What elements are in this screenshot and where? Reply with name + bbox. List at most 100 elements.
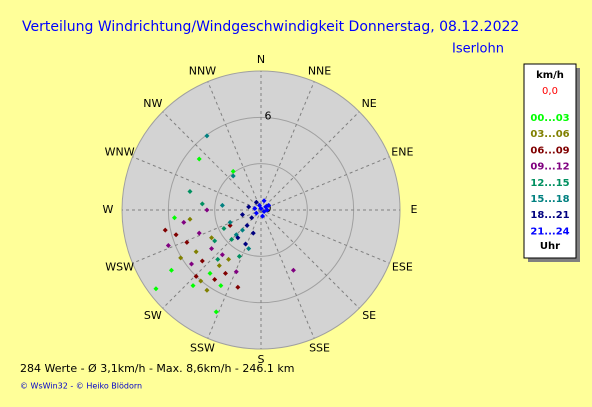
data-point (181, 219, 187, 225)
data-point (153, 286, 159, 292)
data-point (209, 246, 215, 252)
direction-label: ESE (392, 260, 413, 273)
legend-entry: 09...12 (530, 162, 569, 173)
data-point (212, 238, 218, 244)
data-point (178, 255, 184, 261)
data-point (229, 236, 235, 242)
direction-label: E (411, 203, 418, 216)
legend: km/h 0,0 Uhr 00...03 03...06 06...09 09...1… (523, 63, 580, 262)
legend-entry: 03...06 (530, 129, 569, 140)
data-point (264, 207, 270, 213)
direction-label: W (103, 203, 114, 216)
data-point (216, 263, 222, 269)
direction-label: SSE (309, 342, 330, 355)
data-point (253, 199, 259, 205)
data-point (246, 246, 252, 252)
data-point (193, 273, 199, 279)
legend-entry: 12...15 (530, 178, 569, 189)
data-point (173, 232, 179, 238)
direction-spoke (162, 209, 262, 309)
data-point (243, 241, 249, 247)
direction-spoke (162, 111, 262, 211)
data-point (204, 287, 210, 293)
summary: 284 Werte - Ø 3,1km/h - Max. 8,6km/h - 2… (20, 362, 294, 375)
direction-label: SE (362, 309, 376, 322)
direction-label: WNW (105, 146, 135, 159)
data-point (249, 215, 255, 221)
direction-spoke (207, 209, 262, 339)
direction-label: S (258, 353, 265, 366)
direction-spoke (260, 209, 315, 339)
direction-label: WSW (105, 260, 134, 273)
data-point (230, 173, 236, 179)
data-point (226, 256, 232, 262)
legend-title: km/h (536, 70, 564, 81)
legend-entry: 06...09 (530, 145, 569, 156)
data-point (199, 201, 205, 207)
data-point (172, 215, 178, 221)
data-point (204, 133, 210, 139)
legend-entry: 21...24 (530, 226, 569, 237)
data-point (204, 207, 210, 213)
data-point (212, 277, 218, 282)
direction-spoke (260, 209, 390, 264)
direction-spoke (132, 209, 262, 264)
data-point (189, 261, 194, 267)
grid-ring (214, 163, 308, 257)
data-point (236, 253, 242, 259)
r-tick-label: 6 (265, 109, 272, 122)
data-point (250, 230, 256, 236)
data-point (196, 156, 202, 162)
direction-spoke (260, 111, 360, 211)
legend-footer: Uhr (540, 241, 560, 252)
direction-label: ENE (391, 146, 413, 159)
data-point (252, 205, 258, 211)
direction-label: SSW (190, 342, 215, 355)
direction-spoke (260, 156, 390, 211)
chart-title: Verteilung Windrichtung/Windgeschwindigk… (22, 19, 519, 35)
direction-spoke (260, 209, 360, 309)
data-point (221, 226, 227, 232)
data-point (193, 249, 199, 255)
data-point (209, 235, 215, 241)
direction-label: NE (362, 97, 377, 110)
data-point (244, 222, 250, 228)
legend-entry: 18...21 (530, 210, 569, 221)
data-point (246, 204, 252, 210)
data-point (258, 205, 264, 211)
data-point (266, 202, 272, 208)
direction-label: NNE (308, 64, 331, 77)
data-point (184, 239, 190, 245)
direction-label: NW (143, 97, 162, 110)
data-point (187, 216, 193, 222)
data-point (213, 309, 219, 315)
data-point (198, 278, 204, 284)
data-point (187, 188, 193, 194)
direction-spoke (132, 156, 262, 211)
data-point (261, 198, 267, 204)
direction-label: SW (144, 309, 162, 322)
data-point (230, 168, 236, 174)
direction-spoke (260, 81, 315, 211)
data-point (162, 227, 168, 233)
copyright: © WsWin32 - © Heiko Blödorn (20, 382, 142, 391)
data-point (290, 267, 296, 273)
data-point (190, 283, 196, 289)
data-point (227, 222, 233, 228)
data-point (253, 210, 259, 216)
data-point (219, 202, 225, 208)
data-point (233, 269, 239, 275)
data-point (218, 283, 224, 289)
data-point (207, 270, 213, 276)
data-point (239, 227, 245, 233)
direction-label: N (257, 53, 265, 66)
data-point (235, 284, 241, 290)
data-point (219, 252, 225, 258)
legend-value: 0,0 (542, 86, 558, 97)
data-point (227, 219, 233, 225)
data-point (260, 213, 266, 219)
legend-entry: 00...03 (530, 113, 569, 124)
data-point (235, 235, 241, 241)
direction-label: NNW (189, 64, 216, 77)
